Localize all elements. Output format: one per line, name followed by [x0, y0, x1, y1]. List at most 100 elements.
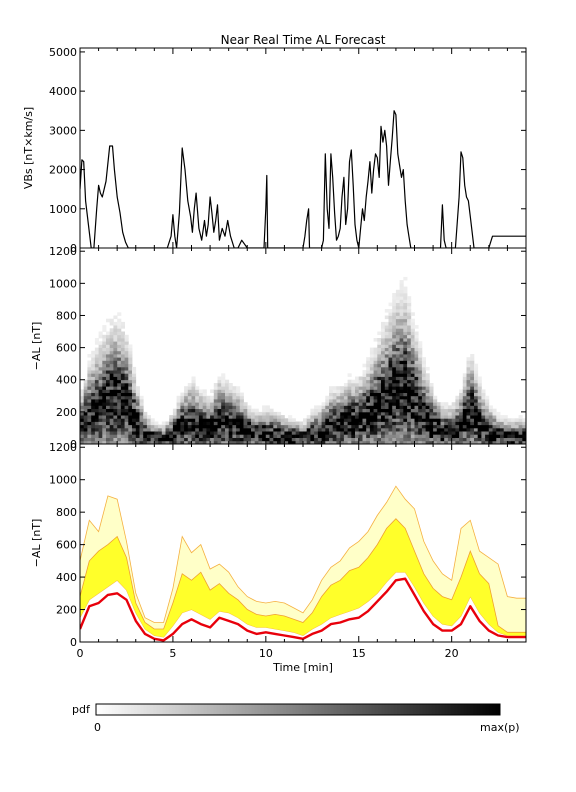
pdf-cell-261: [109, 344, 114, 348]
pdf-cell-627: [184, 392, 189, 397]
pdf-cell-1791: [407, 415, 412, 419]
pdf-cell-22: [83, 424, 88, 429]
pdf-cell-1568: [388, 363, 393, 368]
pdf-cell-1987: [429, 440, 434, 444]
pdf-cell-1269: [351, 405, 356, 409]
pdf-cell-902: [239, 402, 244, 406]
pdf-cell-66: [91, 434, 96, 438]
pdf-cell-1173: [332, 411, 337, 416]
pdf-cell-460: [132, 408, 137, 413]
pdf-cell-651: [191, 434, 196, 438]
pdf-cell-1998: [429, 405, 434, 409]
pdf-cell-1488: [381, 370, 386, 374]
pdf-cell-771: [213, 383, 218, 387]
pdf-cell-1636: [395, 434, 400, 438]
pdf-cell-1232: [343, 395, 348, 400]
pdf-cell-2347: [518, 440, 523, 444]
pdf-cell-389: [124, 427, 129, 432]
pdf-cell-2271: [485, 395, 490, 400]
pdf-cell-1535: [384, 341, 389, 345]
pdf-cell-2262: [485, 424, 490, 429]
pdf-cell-2311: [500, 421, 505, 426]
pdf-cell-2065: [447, 424, 452, 429]
pdf-cell-969: [262, 421, 267, 426]
pdf-cell-1970: [425, 421, 430, 426]
pdf-cell-299: [113, 344, 118, 348]
pdf-cell-1101: [314, 418, 319, 422]
pdf-cell-49: [87, 402, 92, 406]
pdf-cell-1205: [340, 424, 345, 429]
pdf-cell-508: [143, 437, 148, 442]
pdf-cell-639: [187, 411, 192, 416]
pdf-cell-151: [98, 357, 103, 361]
pdf-cell-1868: [410, 312, 415, 316]
pdf-cell-322: [117, 395, 122, 400]
pdf-cell-149: [98, 363, 103, 368]
pdf-cell-356: [120, 415, 125, 419]
pdf-cell-598: [180, 434, 185, 438]
pdf-cell-933: [251, 434, 256, 438]
pdf-cell-2064: [447, 427, 452, 432]
pdf-cell-1533: [384, 347, 389, 352]
pdf-cell-997: [269, 408, 274, 413]
pdf-cell-812: [221, 379, 226, 384]
pdf-cell-1878: [414, 411, 419, 416]
pdf-cell-754: [213, 437, 218, 442]
pdf-cell-1196: [336, 395, 341, 400]
pdf-cell-136: [98, 405, 103, 409]
pdf-cell-512: [143, 424, 148, 429]
pdf-cell-1027: [284, 440, 289, 444]
pdf-cell-1305: [358, 421, 363, 426]
pdf-cell-1119: [321, 437, 326, 442]
pdf-cell-2245: [481, 424, 486, 429]
pdf-cell-1282: [355, 427, 360, 432]
pdf-cell-768: [213, 392, 218, 397]
pdf-cell-1524: [384, 376, 389, 381]
pdf-cell-239: [109, 415, 114, 419]
pdf-cell-687: [195, 386, 200, 390]
pdf-cell-175: [102, 389, 107, 393]
pdf-cell-1490: [381, 363, 386, 368]
pdf-cell-738: [210, 437, 215, 442]
pdf-cell-304: [113, 328, 118, 332]
pdf-cell-401: [124, 389, 129, 393]
pdf-cell-2146: [466, 418, 471, 422]
pdf-cell-1210: [340, 408, 345, 413]
pdf-cell-2312: [500, 418, 505, 422]
pdf-cell-1491: [381, 360, 386, 365]
pdf-cell-2131: [462, 395, 467, 400]
pdf-cell-423: [128, 427, 133, 432]
pdf-cell-1274: [351, 389, 356, 393]
pdf-cell-2214: [474, 376, 479, 381]
pdf-cell-2367: [526, 431, 530, 435]
pdf-cell-1079: [306, 424, 311, 429]
pdf-cell-645: [187, 392, 192, 397]
pdf-cell-1453: [377, 373, 382, 377]
pdf-cell-1971: [425, 418, 430, 422]
pdf-cell-113: [94, 376, 99, 381]
pdf-cell-826: [225, 405, 230, 409]
pdf-cell-1566: [388, 370, 393, 374]
pdf-cell-377: [120, 347, 125, 352]
pdf-cell-828: [225, 399, 230, 403]
pdf-cell-2343: [514, 427, 519, 432]
pdf-cell-711: [202, 421, 207, 426]
pdf-cell-1265: [351, 418, 356, 422]
pdf-cell-572: [172, 434, 177, 438]
pdf-cell-1773: [403, 312, 408, 316]
pdf-cell-1094: [314, 440, 319, 444]
pdf-cell-864: [232, 408, 237, 413]
pdf-cell-1449: [377, 386, 382, 390]
pdf-cell-1099: [314, 424, 319, 429]
pdf-cell-816: [225, 437, 230, 442]
pdf-cell-1575: [388, 341, 393, 345]
pdf-cell-1404: [373, 431, 378, 435]
pdf-cell-265: [109, 331, 114, 336]
pdf-cell-128: [98, 431, 103, 435]
pdf-cell-2225: [477, 421, 482, 426]
pdf-cell-439: [128, 376, 133, 381]
pdf-cell-1601: [392, 395, 397, 400]
pdf-cell-347: [117, 312, 122, 316]
pdf-cell-2: [80, 434, 85, 438]
pdf-cell-1172: [332, 415, 337, 419]
